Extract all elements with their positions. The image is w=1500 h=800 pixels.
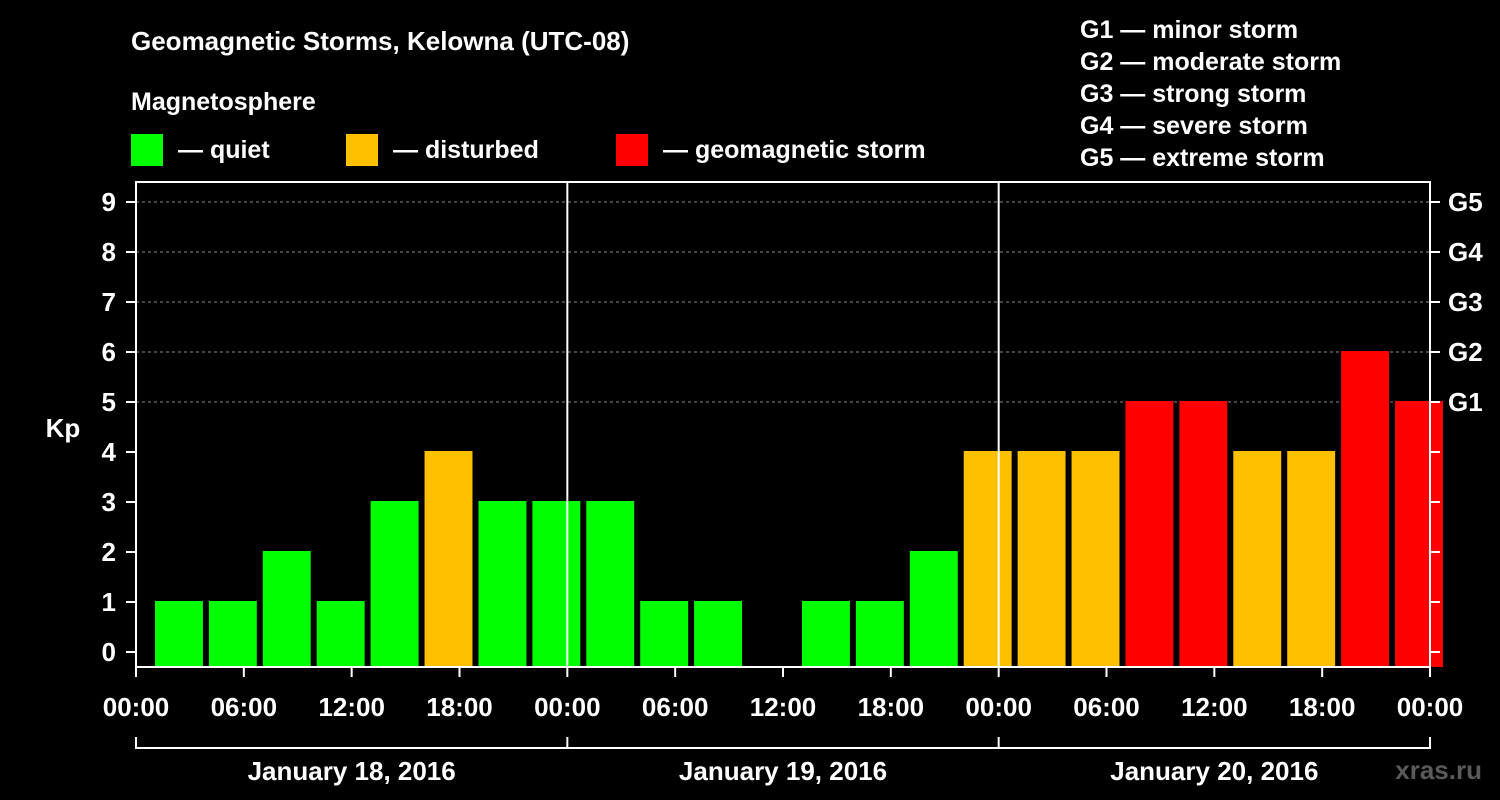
y-tick-label-7: 7 <box>102 287 116 317</box>
watermark: xras.ru <box>1395 755 1482 785</box>
right-tick-label-g1: G1 <box>1448 387 1483 417</box>
x-tick-label-0: 00:00 <box>103 692 170 722</box>
kp-bar-9 <box>640 601 689 667</box>
kp-bar-2 <box>262 551 311 667</box>
x-tick-label-7: 18:00 <box>858 692 925 722</box>
storm-scale-g4: G4 — severe storm <box>1080 112 1308 140</box>
right-tick-label-g3: G3 <box>1448 287 1483 317</box>
x-tick-label-11: 18:00 <box>1289 692 1356 722</box>
x-tick-label-9: 06:00 <box>1073 692 1140 722</box>
kp-bar-8 <box>586 501 635 667</box>
y-axis-label: Kp <box>46 413 81 443</box>
storm-scale-g3: G3 — strong storm <box>1080 80 1306 108</box>
right-tick-label-g2: G2 <box>1448 337 1483 367</box>
right-tick-label-g5: G5 <box>1448 187 1483 217</box>
kp-bar-17 <box>1071 451 1120 667</box>
kp-bar-4 <box>370 501 419 667</box>
kp-bar-20 <box>1233 451 1282 667</box>
x-tick-label-2: 12:00 <box>318 692 385 722</box>
storm-scale-g5: G5 — extreme storm <box>1080 144 1325 172</box>
x-tick-label-8: 00:00 <box>965 692 1032 722</box>
y-tick-label-3: 3 <box>102 487 116 517</box>
y-tick-label-0: 0 <box>102 637 116 667</box>
kp-bar-14 <box>909 551 958 667</box>
legend-heading: Magnetosphere <box>131 88 316 116</box>
x-tick-label-5: 06:00 <box>642 692 709 722</box>
x-tick-label-3: 18:00 <box>426 692 493 722</box>
storm-scale-g2: G2 — moderate storm <box>1080 48 1341 76</box>
kp-bar-1 <box>208 601 257 667</box>
y-tick-label-4: 4 <box>102 437 117 467</box>
bars <box>154 351 1443 667</box>
kp-bar-5 <box>424 451 473 667</box>
x-tick-label-6: 12:00 <box>750 692 817 722</box>
y-tick-label-1: 1 <box>102 587 116 617</box>
grid-lines <box>136 201 1430 403</box>
legend-label-disturbed: — disturbed <box>393 136 539 164</box>
kp-bar-16 <box>1017 451 1066 667</box>
kp-bar-7 <box>532 501 581 667</box>
legend-swatch-disturbed <box>346 134 378 166</box>
kp-bar-23 <box>1395 401 1443 667</box>
y-tick-label-8: 8 <box>102 237 116 267</box>
chart-title: Geomagnetic Storms, Kelowna (UTC-08) <box>131 26 629 56</box>
x-tick-label-10: 12:00 <box>1181 692 1248 722</box>
kp-bar-19 <box>1179 401 1228 667</box>
kp-bar-10 <box>694 601 743 667</box>
kp-bar-15 <box>963 451 1012 667</box>
kp-bar-21 <box>1287 451 1336 667</box>
day-label-2: January 20, 2016 <box>1110 756 1318 786</box>
kp-bar-18 <box>1125 401 1174 667</box>
legend-label-quiet: — quiet <box>178 136 270 164</box>
y-tick-label-9: 9 <box>102 187 116 217</box>
kp-bar-13 <box>855 601 904 667</box>
day-label-1: January 19, 2016 <box>679 756 887 786</box>
kp-bar-0 <box>154 601 203 667</box>
day-label-0: January 18, 2016 <box>248 756 456 786</box>
y-tick-label-5: 5 <box>102 387 116 417</box>
legend-swatch-storm <box>616 134 648 166</box>
axes: 0 1 2 3 4 5 6 7 8 9 G1 G2 G3 G4 G5 00:00 06:00 12:00 18:00… <box>102 181 1483 786</box>
x-tick-label-1: 06:00 <box>211 692 278 722</box>
kp-bar-6 <box>478 501 527 667</box>
kp-bar-3 <box>316 601 365 667</box>
y-tick-label-2: 2 <box>102 537 116 567</box>
x-tick-label-12: 00:00 <box>1397 692 1464 722</box>
kp-bar-22 <box>1341 351 1390 667</box>
kp-bar-12 <box>801 601 850 667</box>
right-tick-label-g4: G4 <box>1448 237 1483 267</box>
y-tick-label-6: 6 <box>102 337 116 367</box>
legend-label-storm: — geomagnetic storm <box>663 136 926 164</box>
storm-scale-g1: G1 — minor storm <box>1080 16 1298 44</box>
x-tick-label-4: 00:00 <box>534 692 601 722</box>
legend-swatch-quiet <box>131 134 163 166</box>
